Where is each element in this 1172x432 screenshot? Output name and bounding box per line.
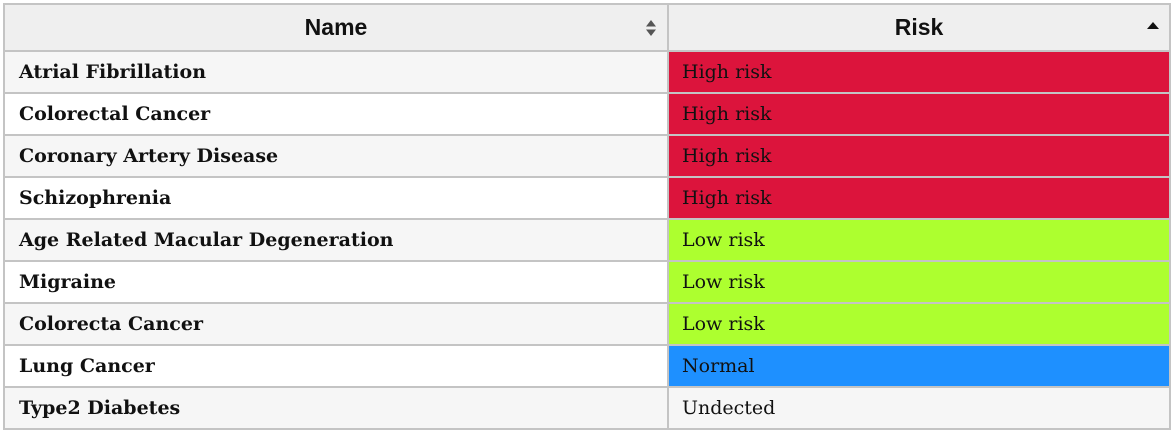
- risk-level-cell: Normal: [667, 344, 1171, 388]
- table-row[interactable]: Type2 Diabetes Undected: [3, 386, 1171, 430]
- condition-name-cell: Type2 Diabetes: [3, 386, 669, 430]
- table-row[interactable]: Lung Cancer Normal: [3, 344, 1171, 388]
- condition-name-cell: Migraine: [3, 260, 669, 304]
- table-row[interactable]: Migraine Low risk: [3, 260, 1171, 304]
- risk-level-cell: Low risk: [667, 260, 1171, 304]
- table-row[interactable]: Atrial Fibrillation High risk: [3, 50, 1171, 94]
- condition-name-cell: Colorecta Cancer: [3, 302, 669, 346]
- table-row[interactable]: Colorectal Cancer High risk: [3, 92, 1171, 136]
- table-row[interactable]: Colorecta Cancer Low risk: [3, 302, 1171, 346]
- risk-level-cell: Low risk: [667, 218, 1171, 262]
- table-row[interactable]: Schizophrenia High risk: [3, 176, 1171, 220]
- risk-level-cell: Undected: [667, 386, 1171, 430]
- table-row[interactable]: Age Related Macular Degeneration Low risk: [3, 218, 1171, 262]
- sort-asc-icon[interactable]: [1147, 19, 1159, 37]
- table-row[interactable]: Coronary Artery Disease High risk: [3, 134, 1171, 178]
- risk-level-cell: Low risk: [667, 302, 1171, 346]
- risk-table: Name Risk: [3, 3, 1171, 430]
- risk-column-header[interactable]: Risk: [667, 3, 1171, 52]
- risk-level-cell: High risk: [667, 50, 1171, 94]
- table-header-row: Name Risk: [3, 3, 1171, 52]
- condition-name-cell: Atrial Fibrillation: [3, 50, 669, 94]
- risk-level-cell: High risk: [667, 176, 1171, 220]
- risk-level-cell: High risk: [667, 134, 1171, 178]
- condition-name-cell: Schizophrenia: [3, 176, 669, 220]
- condition-name-cell: Colorectal Cancer: [3, 92, 669, 136]
- name-column-header[interactable]: Name: [3, 3, 669, 52]
- risk-level-cell: High risk: [667, 92, 1171, 136]
- risk-table-container: Name Risk: [3, 3, 1171, 430]
- table-body: Atrial Fibrillation High risk Colorectal C…: [3, 50, 1171, 430]
- risk-header-label: Risk: [894, 14, 944, 40]
- condition-name-cell: Lung Cancer: [3, 344, 669, 388]
- condition-name-cell: Coronary Artery Disease: [3, 134, 669, 178]
- condition-name-cell: Age Related Macular Degeneration: [3, 218, 669, 262]
- name-header-label: Name: [304, 14, 368, 40]
- sort-both-icon[interactable]: [645, 19, 657, 37]
